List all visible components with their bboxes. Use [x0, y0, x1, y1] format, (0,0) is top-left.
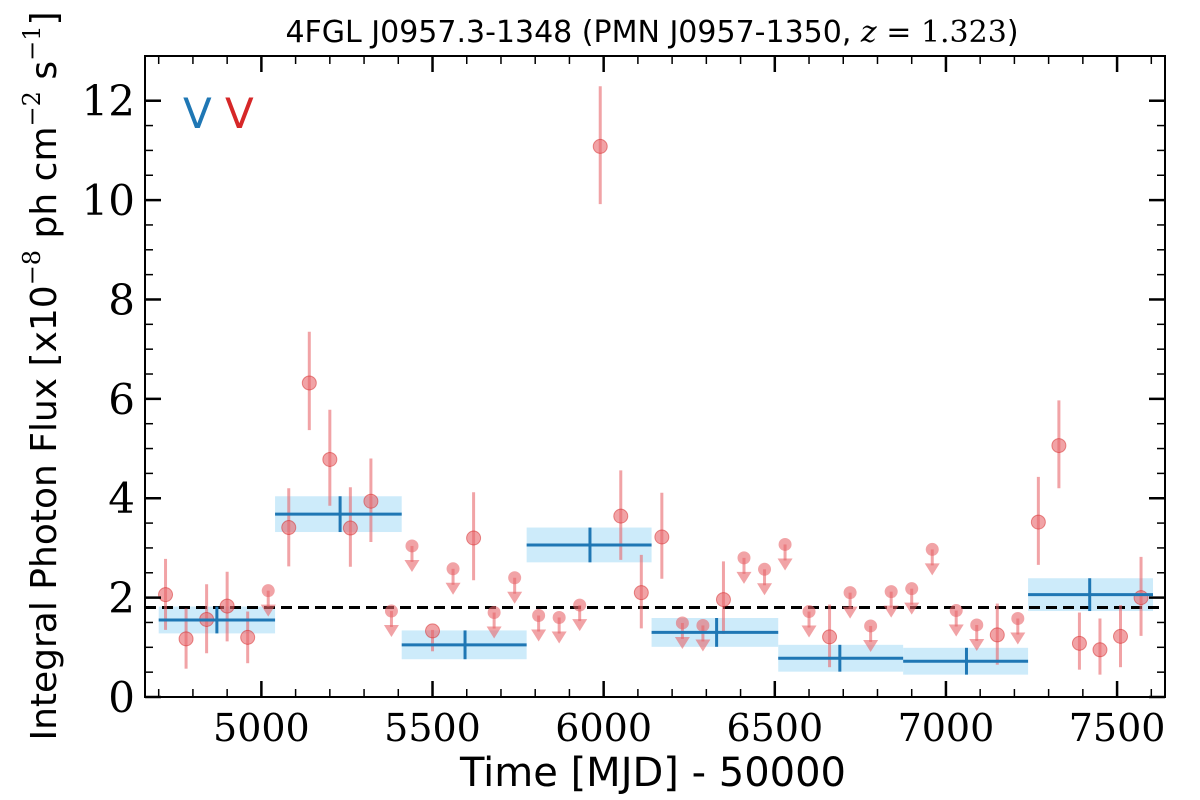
x-tick-label: 5500 — [384, 706, 481, 750]
detection-marker — [158, 587, 174, 603]
detection-marker — [466, 530, 482, 546]
upper-limit-marker — [737, 551, 751, 565]
y-tick-label: 6 — [108, 375, 135, 424]
detection-marker — [425, 623, 441, 639]
upper-limit-arrow — [924, 563, 940, 576]
upper-limit-arrow — [404, 559, 420, 572]
y-tick-label: 8 — [108, 275, 135, 324]
upper-limit-arrow — [777, 558, 793, 571]
axes: 5000 5500 6000 6500 7000 7500 0 2 4 6 8 10 12 — [82, 55, 1166, 750]
y-tick-label: 10 — [82, 176, 135, 225]
x-tick-label: 5000 — [213, 706, 310, 750]
upper-limit-marker — [487, 606, 501, 620]
detection-marker — [342, 520, 358, 536]
upper-limit-arrow — [260, 604, 276, 617]
upper-limit-arrow — [863, 639, 879, 652]
detection-marker — [322, 451, 338, 467]
detection-marker — [822, 629, 838, 645]
upper-limit-marker — [384, 604, 398, 618]
upper-limit-arrow — [904, 602, 920, 615]
upper-limit-arrow — [969, 638, 985, 651]
detection-marker — [281, 520, 297, 536]
upper-limit-arrow — [695, 639, 711, 652]
upper-limit-marker — [532, 609, 546, 623]
x-tick-label: 6500 — [726, 706, 823, 750]
detection-marker — [1051, 438, 1067, 454]
detection-marker — [178, 631, 194, 647]
upper-limit-arrow — [383, 625, 399, 638]
detection-marker — [1113, 628, 1129, 644]
upper-limit-arrow — [883, 605, 899, 618]
upper-limit-marker — [261, 584, 275, 598]
upper-limit-marker — [696, 618, 710, 632]
upper-limit-marker — [884, 585, 898, 599]
x-tick-label: 7000 — [898, 706, 995, 750]
detection-marker — [633, 585, 649, 601]
detection-marker — [363, 493, 379, 509]
upper-limit-arrow — [757, 583, 773, 596]
plot-frame — [144, 55, 1166, 698]
detection-marker — [1071, 635, 1087, 651]
plot-area — [145, 86, 1165, 675]
upper-limit-arrow — [507, 591, 523, 604]
upper-limit-marker — [405, 539, 419, 553]
x-tick-label: 6000 — [555, 706, 652, 750]
x-tick-label: 7500 — [1069, 706, 1166, 750]
upper-limit-arrow — [842, 606, 858, 619]
upper-limit-arrow — [445, 582, 461, 595]
y-tick-label: 4 — [108, 474, 135, 523]
y-tick-label: 12 — [82, 77, 135, 126]
legend-label-detections: V — [225, 89, 254, 138]
upper-limit-marker — [970, 618, 984, 632]
upper-limit-marker — [675, 616, 689, 630]
upper-limit-arrow — [674, 636, 690, 649]
upper-limit-marker — [802, 605, 816, 619]
detection-marker — [1092, 642, 1108, 658]
upper-limit-marker — [905, 582, 919, 596]
upper-limit-marker — [864, 619, 878, 633]
upper-limit-marker — [843, 586, 857, 600]
upper-limit-arrow — [736, 571, 752, 584]
upper-limit-arrow — [551, 631, 567, 644]
chart-title: 4FGL J0957.3-1348 (PMN J0957-1350, z = 1… — [285, 15, 1018, 50]
upper-limit-marker — [446, 562, 460, 576]
upper-limit-arrow — [948, 624, 964, 637]
y-axis-label: Integral Photon Flux [x10−8 ph cm−2 s−1] — [18, 11, 65, 740]
upper-limit-arrow — [531, 629, 547, 642]
upper-limit-arrow — [486, 626, 502, 639]
upper-limit-marker — [1011, 611, 1025, 625]
upper-limit-marker — [508, 571, 522, 585]
detection-marker — [715, 592, 731, 608]
detection-marker — [654, 529, 670, 545]
detection-marker — [240, 629, 256, 645]
detection-marker — [989, 627, 1005, 643]
upper-limit-arrow — [801, 625, 817, 638]
upper-limit-marker — [758, 562, 772, 576]
legend-label-blocks: V — [183, 89, 212, 138]
detection-marker — [1133, 590, 1149, 606]
upper-limit-marker — [552, 610, 566, 624]
upper-limit-marker — [778, 537, 792, 551]
y-tick-label: 0 — [108, 673, 135, 722]
detection-marker — [301, 375, 317, 391]
y-tick-label: 2 — [108, 574, 135, 623]
detection-marker — [613, 508, 629, 524]
upper-limit-arrow — [572, 619, 588, 632]
x-axis-label: Time [MJD] - 50000 — [459, 750, 846, 796]
upper-limit-marker — [573, 598, 587, 612]
detection-marker — [219, 598, 235, 614]
detection-marker — [1030, 514, 1046, 530]
upper-limit-marker — [925, 542, 939, 556]
upper-limit-arrow — [1010, 632, 1026, 645]
upper-limit-marker — [949, 604, 963, 618]
detection-marker — [592, 138, 608, 154]
